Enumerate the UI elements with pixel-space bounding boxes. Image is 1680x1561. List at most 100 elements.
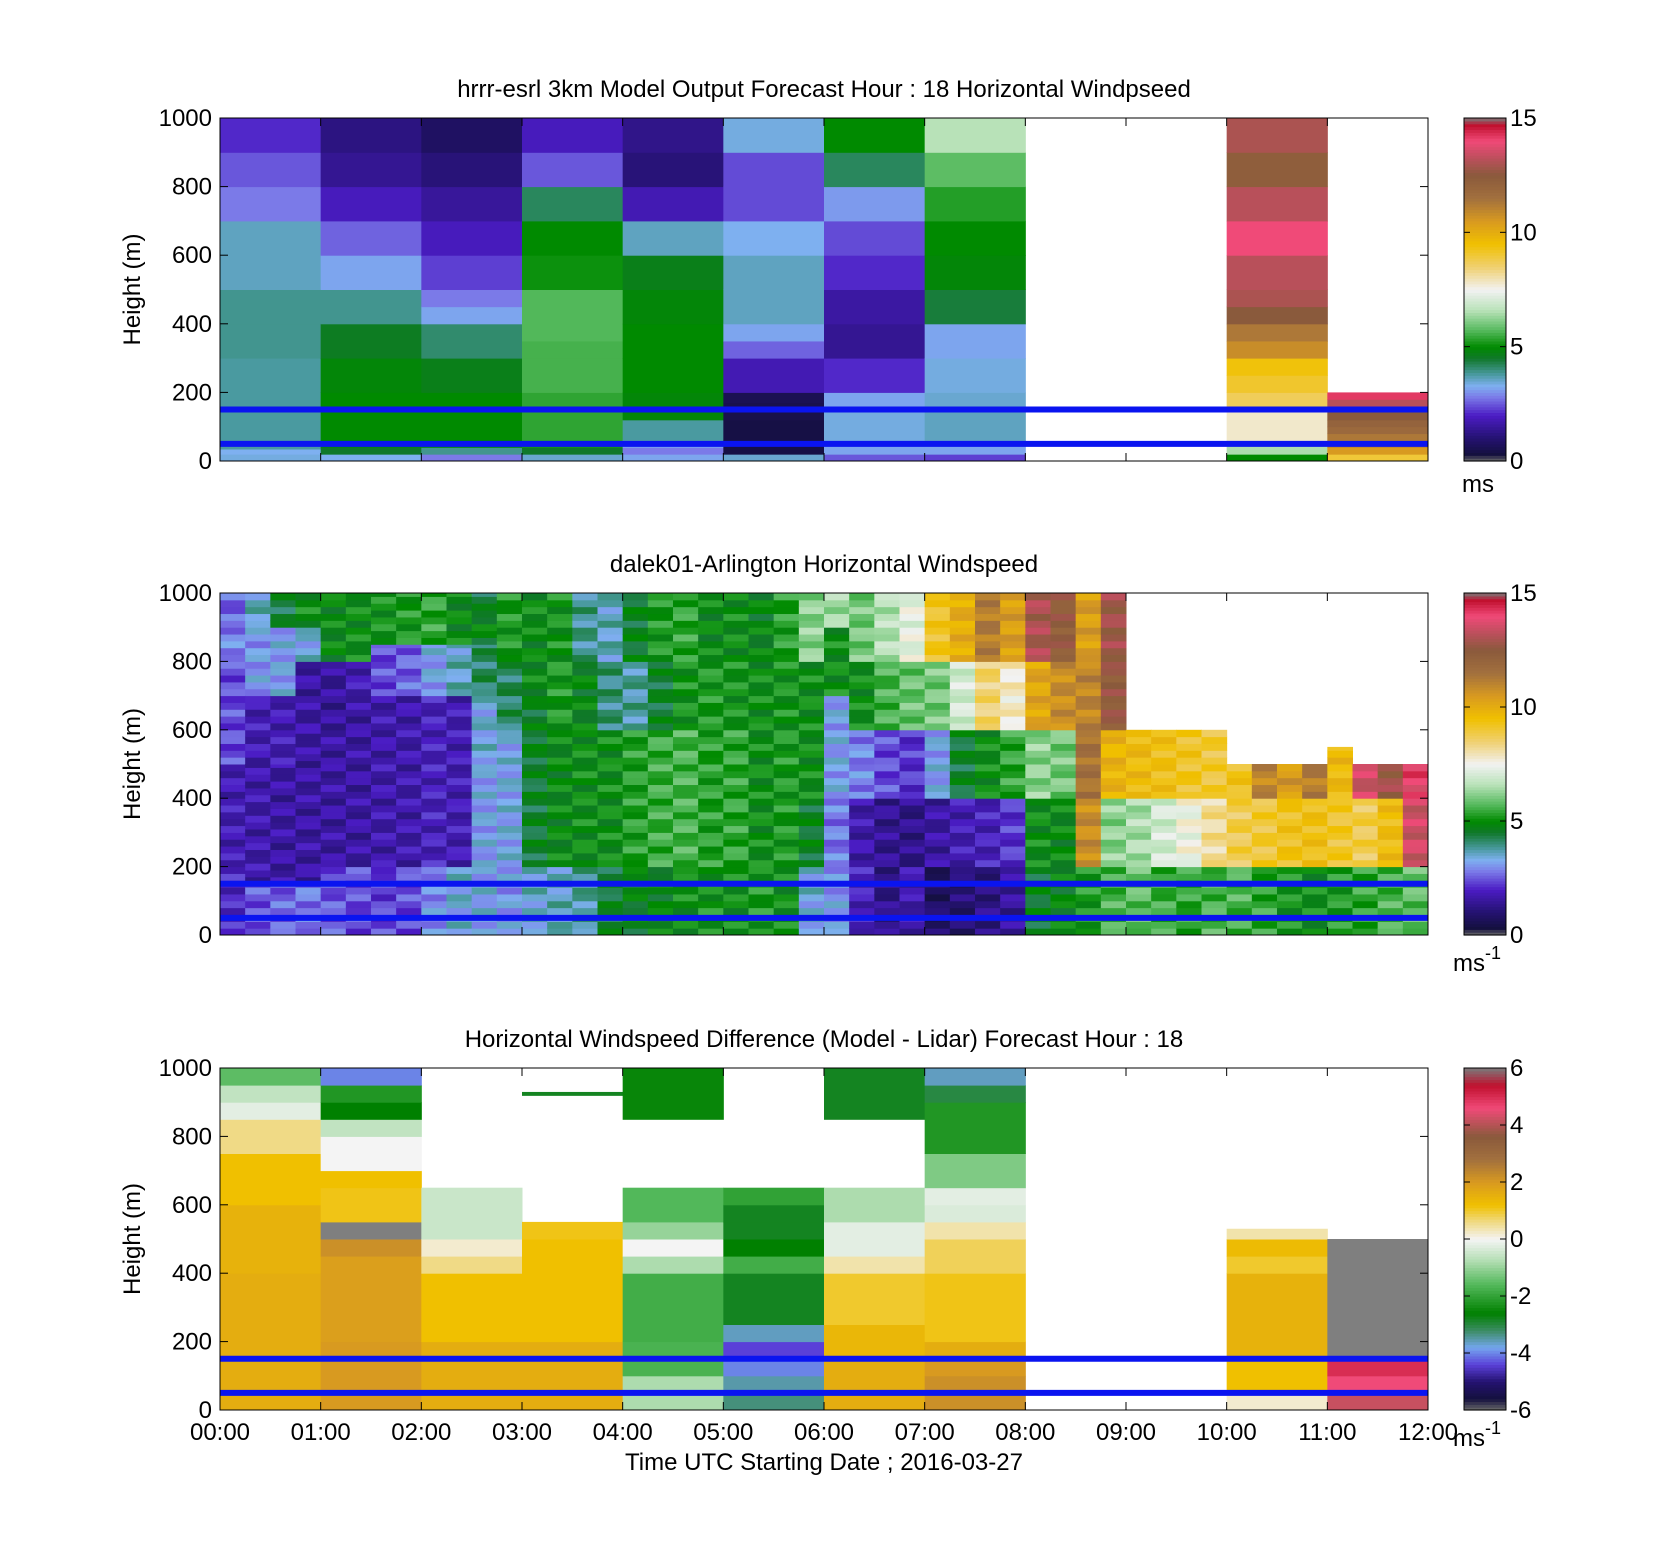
colorbar-swatch [1464,752,1506,757]
heatmap-cell [773,852,800,861]
heatmap-cell [446,866,473,874]
heatmap-cell [345,866,372,874]
colorbar-swatch [1464,446,1506,451]
heatmap-cell [597,688,624,697]
colorbar-unit-base: ms [1453,1425,1485,1452]
heatmap-cell [899,709,926,717]
heatmap-cell [1100,791,1127,799]
colorbar-swatch [1464,695,1506,700]
heatmap-cell [1352,893,1379,902]
colorbar-swatch [1464,920,1506,925]
heatmap-cell [849,818,875,827]
heatmap-cell [597,907,624,915]
heatmap-cell [1075,900,1102,909]
colorbar-swatch [1464,1395,1506,1400]
heatmap-cell [522,839,548,847]
heatmap-cell [698,688,724,697]
heatmap-cell [522,832,548,840]
heatmap-cell [245,870,271,878]
heatmap-cell [1226,770,1253,779]
colorbar-swatch [1464,1278,1506,1283]
heatmap-cell [421,866,447,874]
heatmap-cell [899,825,926,833]
heatmap-cell [1126,805,1152,813]
heatmap-cell [220,426,322,441]
colorbar-swatch [1464,252,1506,256]
heatmap-cell [798,681,825,690]
heatmap-cell [1251,764,1278,772]
colorbar-swatch [1464,1358,1506,1363]
heatmap-cell [1126,900,1152,909]
heatmap-cell [1100,805,1127,813]
heatmap-cell [371,798,397,806]
heatmap-cell [723,358,825,393]
heatmap-cell [924,599,951,608]
heatmap-cell [773,846,800,854]
heatmap-cell [1352,777,1379,786]
heatmap-cell [496,729,523,738]
heatmap-cell [798,900,825,909]
heatmap-cell [1025,743,1051,751]
heatmap-cell [245,893,271,902]
heatmap-cell [824,647,850,656]
colorbar-swatch [1464,769,1506,774]
colorbar-swatch [1464,1298,1506,1303]
colorbar-swatch [1464,1210,1506,1214]
heatmap-cell [597,668,624,676]
heatmap-cell [673,811,699,820]
heatmap-cell [522,289,624,342]
heatmap-cell [396,695,422,703]
heatmap-cell [345,688,372,697]
heatmap-cell [421,392,523,441]
heatmap-cell [220,599,246,608]
heatmap-cell [1000,593,1026,601]
heatmap-cell [1100,818,1127,827]
heatmap-cell [924,1153,1026,1189]
heatmap-cell [371,839,397,847]
heatmap-cell [496,784,523,792]
heatmap-cell [270,675,296,683]
heatmap-cell [949,798,976,806]
heatmap-cell [1352,846,1379,854]
heatmap-cell [773,866,800,874]
colorbar-swatch [1464,135,1506,139]
heatmap-cell [824,392,926,411]
heatmap-cell [522,599,548,608]
heatmap-cell [1327,1358,1429,1377]
heatmap-cell [220,750,246,758]
heatmap-cell [1000,928,1026,936]
heatmap-cell [220,846,246,854]
colorbar-swatch [1464,667,1506,671]
colorbar-swatch [1464,610,1506,614]
heatmap-cell [824,454,926,462]
heatmap-cell [421,777,447,786]
heatmap-cell [1327,409,1429,421]
heatmap-cell [320,419,422,441]
heatmap-cell [824,613,850,621]
heatmap-cell [1000,681,1026,690]
colorbar-swatch [1464,1239,1506,1243]
heatmap-cell [673,606,699,615]
heatmap-cell [597,825,624,833]
heatmap-cell [975,811,1001,820]
heatmap-cell [622,358,724,393]
heatmap-cell [673,900,699,909]
heatmap-cell [1050,593,1077,601]
heatmap-cell [723,832,749,840]
heatmap-cell [572,599,598,608]
heatmap-cell [1025,770,1051,779]
heatmap-cell [824,716,850,724]
heatmap-cell [849,798,875,806]
heatmap-cell [1402,811,1429,820]
heatmap-cell [798,743,825,751]
colorbar-swatch [1464,1105,1506,1109]
heatmap-cell [723,220,825,256]
heatmap-cell [295,661,322,669]
heatmap-cell [1126,784,1152,792]
heatmap-cell [1025,722,1051,731]
colorbar-swatch [1464,366,1506,371]
heatmap-cell [647,811,674,820]
heatmap-cell [899,750,926,758]
heatmap-cell [572,832,598,840]
heatmap-cell [1327,757,1353,765]
